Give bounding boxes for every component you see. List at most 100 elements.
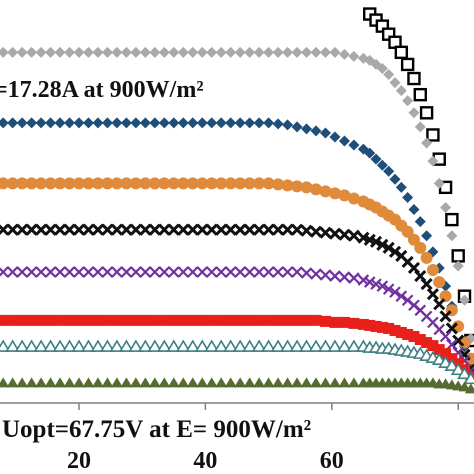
data-point xyxy=(310,268,322,280)
data-point xyxy=(253,266,265,278)
data-point xyxy=(363,276,376,288)
data-point xyxy=(130,46,142,58)
data-point xyxy=(308,339,324,352)
data-point xyxy=(44,377,57,388)
data-point xyxy=(421,337,433,349)
current-annotation: =17.28A at 900W/m² xyxy=(0,77,204,103)
data-point xyxy=(464,383,474,394)
data-point xyxy=(232,339,248,352)
data-point xyxy=(337,339,352,352)
data-point xyxy=(289,339,305,352)
data-point xyxy=(280,339,295,352)
data-point xyxy=(35,223,48,236)
data-point xyxy=(120,377,133,388)
data-point xyxy=(243,177,256,190)
data-point xyxy=(149,117,161,129)
data-point xyxy=(0,266,9,278)
data-point xyxy=(291,46,303,58)
data-point xyxy=(389,77,401,89)
data-point xyxy=(450,362,466,376)
data-point xyxy=(0,377,10,388)
data-point xyxy=(64,314,76,326)
x-tick-label: 60 xyxy=(320,448,344,474)
data-point xyxy=(0,314,9,326)
data-point xyxy=(376,159,388,171)
data-point xyxy=(224,223,237,236)
data-point xyxy=(407,71,421,86)
data-point xyxy=(458,381,471,392)
data-point xyxy=(92,117,104,129)
data-point xyxy=(0,177,10,190)
data-point xyxy=(148,377,161,388)
data-point xyxy=(383,165,395,177)
data-point xyxy=(338,316,350,328)
data-point xyxy=(234,46,246,58)
series-2 xyxy=(0,46,474,345)
data-point xyxy=(54,117,66,129)
data-point xyxy=(263,314,275,326)
data-point xyxy=(168,314,180,326)
data-point xyxy=(139,266,152,278)
data-point xyxy=(73,177,85,190)
data-point xyxy=(338,377,351,388)
series-8 xyxy=(0,339,474,385)
data-point xyxy=(319,127,331,139)
data-point xyxy=(300,267,313,279)
data-point xyxy=(101,46,113,58)
data-point xyxy=(120,266,133,278)
data-point xyxy=(25,266,38,278)
data-point xyxy=(167,223,180,236)
data-point xyxy=(177,46,189,58)
data-point xyxy=(338,271,351,283)
data-point xyxy=(166,339,182,352)
data-point xyxy=(329,316,341,328)
data-point xyxy=(383,69,395,81)
data-point xyxy=(6,177,19,190)
data-point xyxy=(158,266,171,278)
data-point xyxy=(244,314,256,326)
data-point xyxy=(420,278,433,291)
data-point xyxy=(177,314,189,326)
data-point xyxy=(168,117,180,129)
data-point xyxy=(389,173,401,185)
data-point xyxy=(319,226,332,239)
data-point xyxy=(421,137,433,149)
data-point xyxy=(440,202,452,214)
data-point xyxy=(382,241,395,254)
x-tick-label: 20 xyxy=(67,448,91,474)
data-point xyxy=(329,46,341,58)
data-point xyxy=(90,339,106,352)
data-point xyxy=(347,192,360,205)
data-point xyxy=(310,183,322,196)
data-point xyxy=(91,377,104,388)
data-point xyxy=(44,177,57,190)
data-point xyxy=(128,339,144,352)
data-point xyxy=(263,117,275,129)
data-point xyxy=(328,187,341,200)
data-point xyxy=(91,223,105,236)
data-point xyxy=(73,266,85,278)
data-point xyxy=(139,177,152,190)
series-9 xyxy=(0,377,474,394)
data-point xyxy=(272,178,285,191)
series-6 xyxy=(0,266,474,377)
data-point xyxy=(215,46,227,58)
data-point xyxy=(177,266,190,278)
data-point xyxy=(33,339,49,352)
data-point xyxy=(243,223,256,236)
data-point xyxy=(6,377,19,388)
data-point xyxy=(213,339,229,352)
data-point xyxy=(167,377,180,388)
data-point xyxy=(253,46,265,58)
data-point xyxy=(414,334,426,346)
data-markers xyxy=(0,7,474,394)
data-point xyxy=(439,310,452,323)
data-point xyxy=(319,377,332,388)
data-point xyxy=(149,46,161,58)
data-point xyxy=(272,118,284,130)
data-point xyxy=(139,46,151,58)
data-point xyxy=(234,223,247,236)
data-point xyxy=(111,117,123,129)
data-point xyxy=(225,117,237,129)
data-point xyxy=(111,314,123,326)
